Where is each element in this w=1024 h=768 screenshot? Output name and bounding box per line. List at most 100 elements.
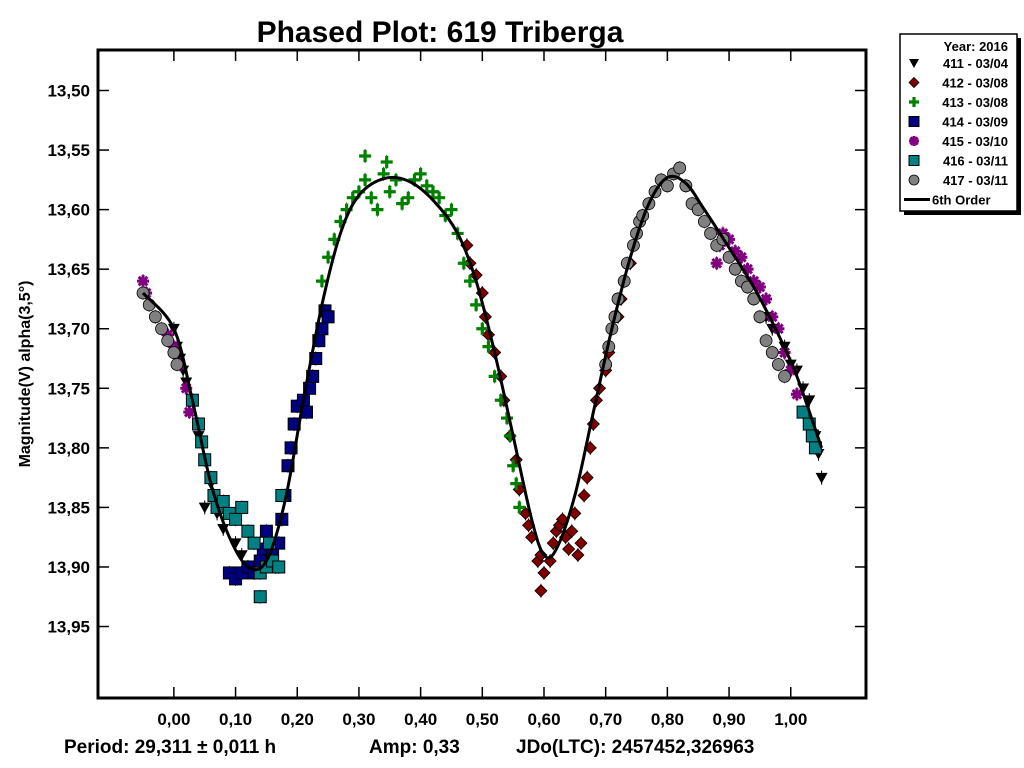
fit-curve-6th-order [141, 174, 824, 572]
data-point [759, 334, 773, 348]
y-tick-label: 13,80 [47, 439, 90, 458]
data-point [470, 298, 483, 311]
legend-label: 416 - 03/11 [943, 154, 1008, 169]
x-tick-label: 0,40 [404, 710, 437, 729]
data-point [510, 477, 523, 490]
data-point [359, 150, 372, 163]
y-tick-label: 13,50 [47, 82, 90, 101]
series-417 [136, 160, 791, 384]
y-tick-label: 13,55 [47, 141, 90, 160]
data-point [161, 334, 175, 348]
data-point [426, 185, 439, 198]
legend-label: 412 - 03/08 [942, 76, 1008, 91]
data-point [241, 524, 255, 538]
data-point [537, 566, 551, 580]
legend-marker-icon [908, 155, 920, 166]
x-tick-label: 0,60 [527, 710, 560, 729]
legend-marker-icon [909, 136, 919, 146]
data-point [697, 215, 711, 228]
data-point [766, 310, 779, 323]
data-point [729, 245, 742, 258]
data-point [155, 322, 168, 336]
legend-marker-icon [909, 59, 919, 68]
data-point [534, 548, 548, 562]
data-point [253, 590, 267, 604]
y-axis-label: Magnitude(V) alpha(3,5°) [17, 281, 34, 468]
x-axis-ticks: 0,00 0,10 0,20 0,30 0,40 0,50 0,60 0,70 0,80 0,90… [157, 50, 807, 729]
data-point [259, 524, 273, 538]
data-point [778, 346, 791, 359]
data-point [673, 161, 687, 175]
data-point [534, 584, 548, 598]
data-point [170, 358, 184, 371]
data-point [272, 560, 286, 574]
legend-label: 417 - 03/11 [943, 173, 1008, 188]
data-point [577, 488, 591, 503]
x-tick-label: 0,50 [466, 710, 499, 729]
series-413 [315, 149, 526, 515]
data-point [753, 281, 766, 294]
data-point [402, 191, 415, 204]
legend-label: 415 - 03/10 [942, 134, 1008, 149]
x-tick-label: 0,30 [342, 710, 375, 729]
y-tick-label: 13,95 [47, 618, 90, 637]
legend-label: 414 - 03/09 [942, 115, 1008, 130]
data-point [565, 524, 579, 538]
footer-epoch: JDo(LTC): 2457452,326963 [516, 737, 754, 758]
data-point [167, 346, 181, 359]
legend-label: 411 - 03/04 [943, 56, 1009, 71]
legend-item-fit: 6th Order [904, 193, 991, 208]
data-point [580, 471, 594, 485]
y-axis-ticks: 13,50 13,55 13,60 13,65 13,70 13,75 13,80 13,85… [47, 82, 866, 637]
data-point [247, 536, 261, 550]
data-point [704, 227, 717, 240]
y-tick-label: 13,85 [47, 498, 90, 517]
legend-item: 413 - 03/08 [909, 95, 1008, 110]
data-point [414, 167, 427, 180]
legend-marker-icon [908, 116, 920, 127]
data-point [463, 275, 476, 288]
data-point [815, 472, 828, 484]
footer-amplitude: Amp: 0,33 [369, 737, 460, 758]
y-tick-label: 13,65 [47, 260, 90, 279]
y-tick-label: 13,70 [47, 320, 90, 339]
data-point [571, 548, 585, 562]
data-point [396, 197, 409, 210]
data-point [137, 275, 150, 288]
legend-item: 416 - 03/11 [908, 154, 1008, 169]
x-tick-label: 0,80 [651, 710, 684, 729]
data-point [790, 388, 803, 401]
data-point [180, 382, 193, 395]
data-point [229, 512, 243, 526]
data-point [778, 369, 791, 383]
data-point [476, 322, 489, 335]
data-point [359, 173, 372, 186]
legend-item: 414 - 03/09 [908, 115, 1008, 130]
data-point [380, 155, 393, 168]
data-point [765, 346, 779, 359]
legend-item: 411 - 03/04 [909, 56, 1009, 71]
y-tick-label: 13,75 [47, 379, 90, 398]
x-tick-label: 0,70 [589, 710, 622, 729]
legend-label: 413 - 03/08 [942, 95, 1008, 110]
data-point [321, 310, 335, 324]
data-point [183, 406, 196, 419]
x-tick-label: 0,00 [157, 710, 190, 729]
plot-frame [96, 48, 868, 700]
data-point [420, 179, 433, 192]
data-point [660, 179, 674, 193]
legend-marker-icon [908, 174, 920, 186]
legend-label: 6th Order [932, 193, 991, 208]
legend-title: Year: 2016 [944, 39, 1008, 54]
data-point [371, 203, 384, 216]
plot-area: 13,50 13,55 13,60 13,65 13,70 13,75 13,80 13,85… [47, 48, 868, 729]
x-tick-label: 1,00 [774, 710, 807, 729]
data-point [235, 500, 249, 514]
legend-item: 417 - 03/11 [908, 173, 1008, 188]
footer-period: Period: 29,311 ± 0,011 h [64, 737, 276, 758]
chart-title: Phased Plot: 619 Triberga [257, 16, 624, 49]
data-point [735, 251, 748, 264]
data-point [760, 292, 773, 305]
series-416 [185, 393, 822, 604]
data-point [383, 185, 396, 198]
